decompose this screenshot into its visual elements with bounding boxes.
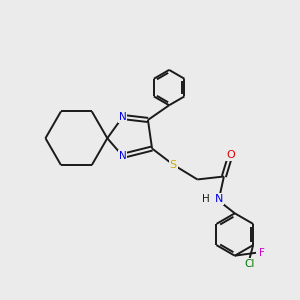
Text: F: F <box>259 248 265 258</box>
Text: S: S <box>170 160 177 170</box>
Text: N: N <box>119 151 127 161</box>
Text: Cl: Cl <box>244 259 255 269</box>
Text: N: N <box>119 112 127 122</box>
Text: H: H <box>202 194 210 204</box>
Text: N: N <box>214 194 223 204</box>
Text: O: O <box>226 150 235 160</box>
